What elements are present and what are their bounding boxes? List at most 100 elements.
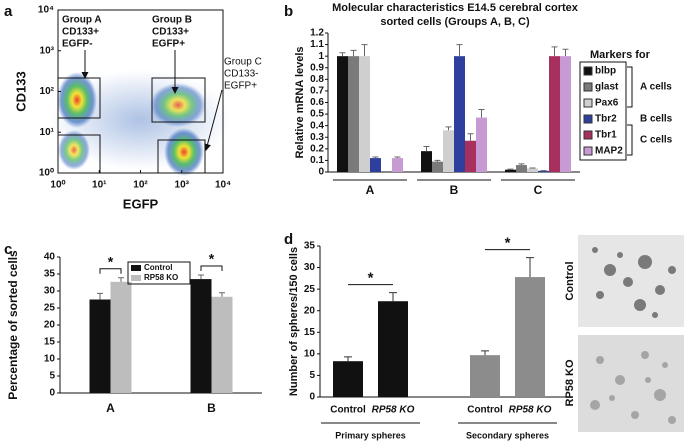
bar [515,277,545,397]
y-tick-label: 1 [318,51,324,62]
bar [549,56,560,172]
legend-label: glast [595,82,619,93]
significance-bracket [200,265,223,272]
group-label: CD133+ [152,27,189,38]
significance-mark: * [108,253,114,269]
legend-swatch [583,146,593,156]
y-tick-label: 40 [44,252,56,263]
y-tick-label: 0 [318,167,324,178]
group-label: Secondary spheres [466,430,549,440]
error-bar [507,168,514,170]
y-tick-label: 0.2 [310,143,324,154]
x-tick-label: 10³ [175,180,190,191]
y-tick-label: 1.2 [310,28,324,39]
error-bar [423,146,430,152]
legend-label: Control [144,263,172,272]
error-bar [97,292,103,300]
y-tick-label: 10³ [40,45,55,56]
panel-label: c [4,241,12,258]
bar [89,299,111,393]
bar [337,56,348,172]
y-tick-label: 25 [304,284,316,295]
y-tick-label: 25 [44,303,56,314]
error-bar [118,277,124,282]
panel-label: a [4,3,13,20]
legend-box [579,61,627,161]
y-tick-label: 10⁴ [38,5,54,16]
y-tick-label: 0 [49,388,55,399]
x-tick-label: 10¹ [92,180,107,191]
y-tick-label: 0.5 [310,109,324,120]
bar [516,165,527,172]
error-bar [394,156,401,159]
error-bar [529,167,536,169]
error-bar [467,133,474,141]
error-bar [339,52,346,57]
y-tick-label: 10² [40,86,55,97]
error-bar [518,163,525,166]
group-label: CD133+ [62,27,99,38]
group-label: EGFP+ [224,81,257,92]
y-tick-label: 15 [304,327,316,338]
legend-swatch [583,82,593,92]
legend-label: Tbr2 [595,114,617,125]
bar [211,296,233,393]
group-label: Group A [62,15,102,26]
x-tick-label: A [366,183,375,197]
bar [392,158,403,172]
y-axis-label: Relative mRNA levels [294,46,306,158]
error-bar [434,159,441,162]
error-bar [478,108,485,118]
legend-swatch [583,98,593,108]
significance-mark: * [505,235,511,252]
x-tick-label: B [207,401,216,415]
legend-swatch [131,275,141,281]
y-tick-label: 0.7 [310,86,324,97]
legend-swatch [583,130,593,140]
legend-label: MAP2 [595,146,623,157]
bar [110,281,132,393]
y-tick-label: 30 [44,286,56,297]
y-axis-label: Number of spheres/150 cells [288,247,300,396]
error-bar [372,156,379,159]
y-tick-label: 5 [49,371,55,382]
y-tick-label: 35 [304,241,316,252]
error-bar [551,46,558,57]
bar [421,151,432,172]
error-bar [198,274,204,280]
y-axis-label: CD133 [13,71,28,111]
bracket [627,124,633,156]
y-tick-label: 10⁰ [39,168,54,179]
panel-label: d [284,231,293,248]
y-tick-label: 0.6 [310,97,324,108]
x-tick-label: B [450,183,459,197]
legend-box [127,261,191,285]
x-tick-label: RP58 KO [509,405,552,416]
y-axis-label: Percentage of sorted cells [6,250,20,400]
y-tick-label: 10 [44,354,56,365]
error-bar [562,48,569,57]
error-bar [389,292,397,302]
error-bar [361,44,368,57]
x-tick-label: Control [467,405,503,416]
error-bar [350,49,357,57]
group-label: Group C [224,57,262,68]
y-tick-label: 0.8 [310,74,324,85]
panel-a-decor [50,50,230,176]
x-axis-label: EGFP [123,196,159,211]
bar [348,56,359,172]
legend-title: Markers for [590,49,651,61]
y-tick-label: 10¹ [40,127,55,138]
bar [443,130,454,172]
error-bar [219,292,225,297]
bar [432,161,443,172]
bar [378,301,408,397]
legend-swatch [583,66,593,76]
error-bar [445,126,452,131]
x-tick-label: Control [330,405,366,416]
y-tick-label: 0.4 [310,120,324,131]
significance-mark: * [368,270,374,287]
x-tick-label: 10² [133,180,148,191]
y-tick-label: 0.9 [310,62,324,73]
